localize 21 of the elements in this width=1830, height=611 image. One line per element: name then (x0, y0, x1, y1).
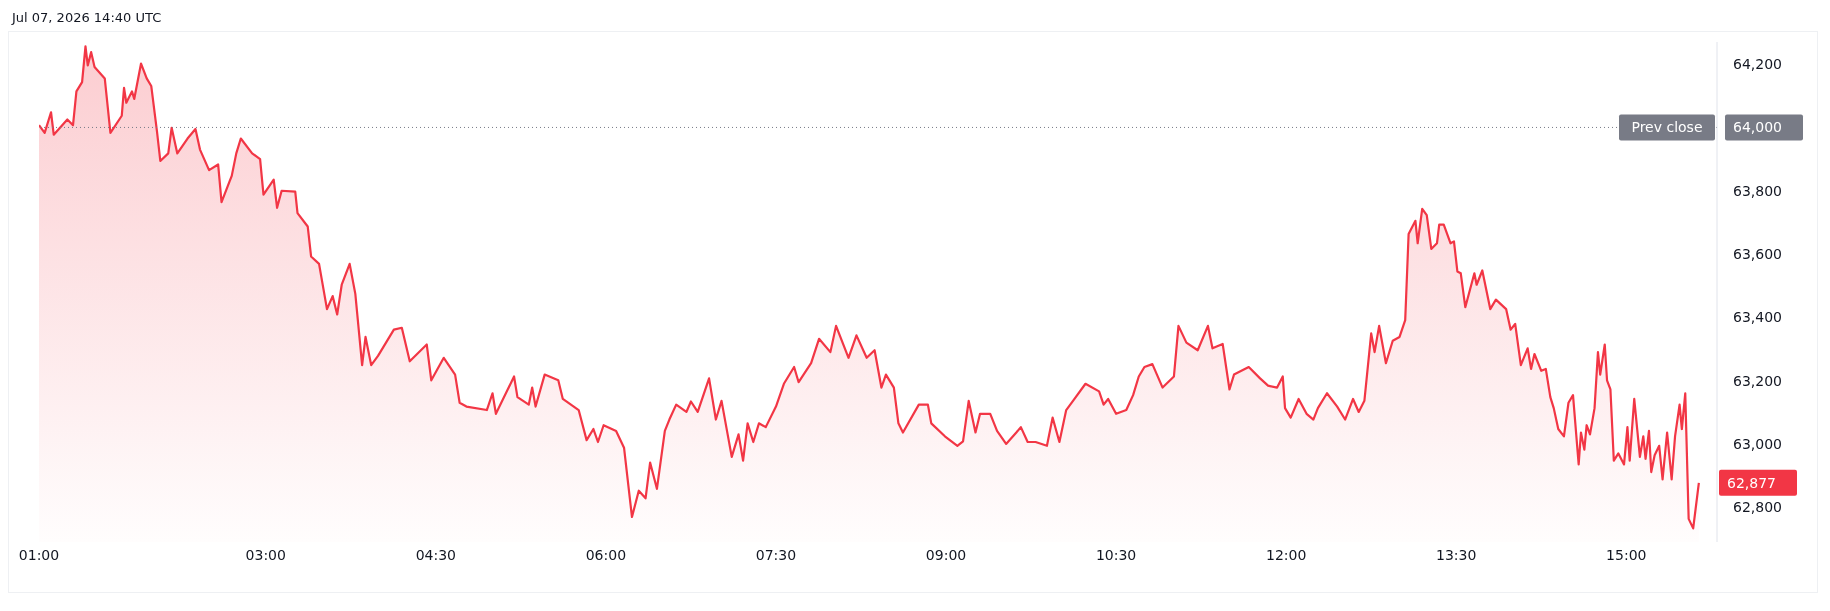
text: Jul 07, 2026 14:40 UTC (10, 9, 163, 27)
y-tick-label: 63,600 (1733, 246, 1782, 263)
y-tick-label: 64,200 (1733, 56, 1782, 73)
y-tick-label: 63,400 (1733, 309, 1782, 326)
x-tick-label: 06:00 (585, 546, 627, 563)
annotation: 62,877 (1727, 474, 1776, 491)
x-tick-label: 01:00 (18, 546, 60, 563)
y-tick-label: 63,000 (1733, 435, 1782, 452)
y-tick-label: 63,800 (1733, 182, 1782, 199)
x-tick-label: 04:30 (415, 546, 456, 563)
x-tick-label: 10:30 (1095, 546, 1137, 563)
x-tick-label: 03:00 (245, 546, 286, 563)
x-tick-label: 15:00 (1606, 546, 1647, 563)
ref-line-label: Prev close (1631, 119, 1703, 136)
x-tick-label: 12:00 (1265, 546, 1307, 563)
x-tick-label: 09:00 (925, 546, 967, 563)
x-tick-label: 07:30 (755, 546, 797, 563)
x-tick-label: 13:30 (1436, 546, 1477, 563)
y-tick-label: 62,800 (1733, 499, 1782, 516)
y-tick-label: 63,200 (1733, 372, 1782, 389)
y-tick-label: 64,000 (1733, 119, 1782, 136)
